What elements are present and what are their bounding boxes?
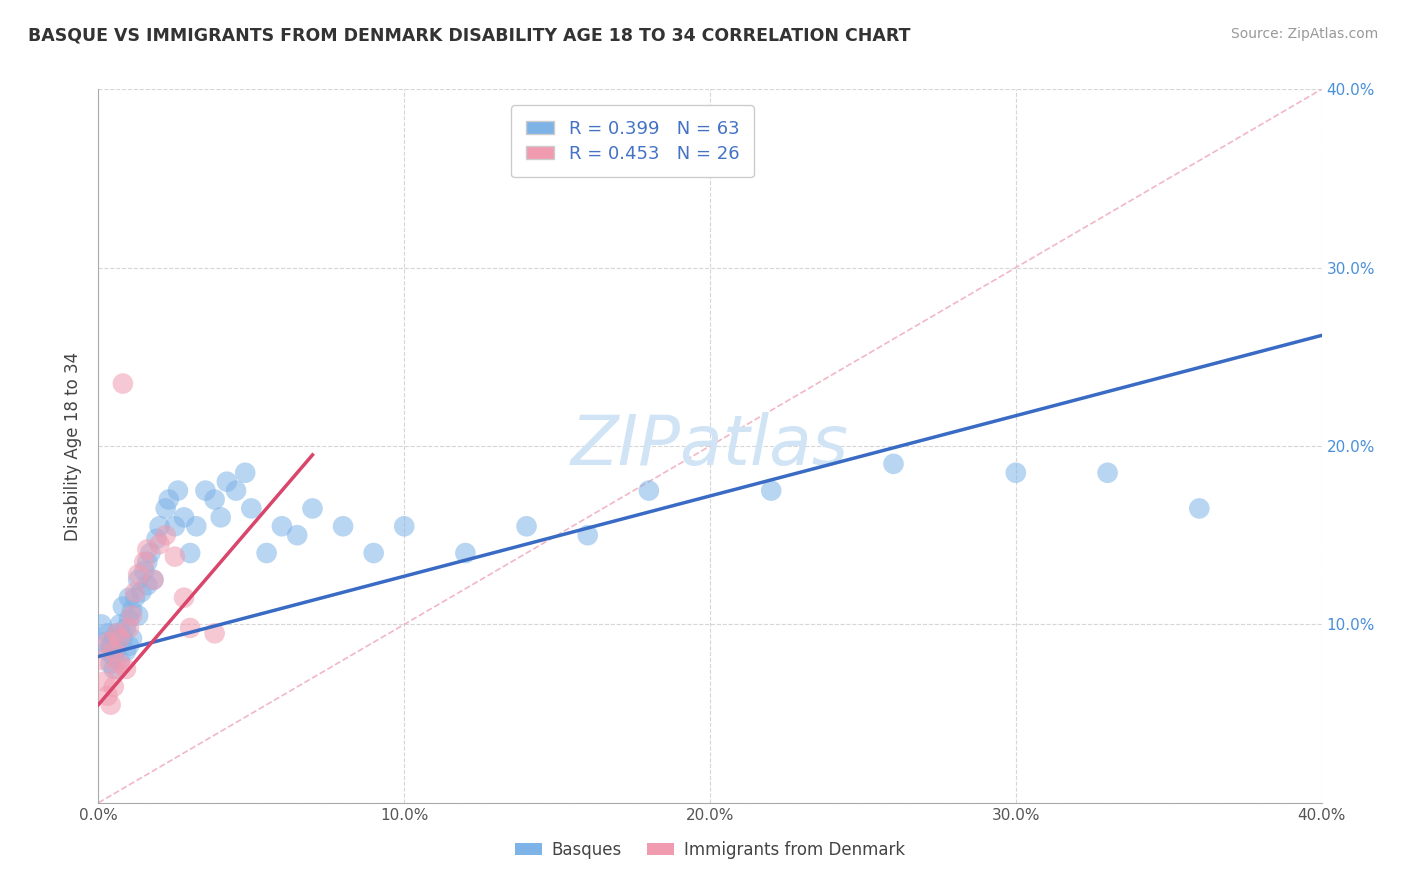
Point xyxy=(97,689,120,703)
Point xyxy=(516,519,538,533)
Point xyxy=(121,632,143,646)
Point xyxy=(270,519,292,533)
Point xyxy=(363,546,385,560)
Point xyxy=(142,573,165,587)
Point xyxy=(1097,466,1119,480)
Point xyxy=(332,519,354,533)
Point xyxy=(121,608,143,623)
Point xyxy=(118,639,141,653)
Text: Source: ZipAtlas.com: Source: ZipAtlas.com xyxy=(1230,27,1378,41)
Point xyxy=(111,630,134,644)
Point xyxy=(118,621,141,635)
Point xyxy=(97,644,120,658)
Point xyxy=(90,617,112,632)
Point xyxy=(215,475,238,489)
Point xyxy=(124,591,146,605)
Point xyxy=(149,537,172,551)
Point xyxy=(759,483,782,498)
Point xyxy=(155,501,177,516)
Point xyxy=(108,617,131,632)
Point xyxy=(136,555,159,569)
Point xyxy=(108,653,131,667)
Point xyxy=(118,612,141,626)
Point xyxy=(121,603,143,617)
Point xyxy=(115,644,138,658)
Point xyxy=(173,510,195,524)
Point xyxy=(285,528,308,542)
Point xyxy=(155,528,177,542)
Point xyxy=(100,639,122,653)
Point xyxy=(105,626,128,640)
Point xyxy=(103,644,125,658)
Point xyxy=(127,567,149,582)
Point xyxy=(111,376,134,391)
Point xyxy=(129,585,152,599)
Point xyxy=(134,555,156,569)
Point xyxy=(209,510,232,524)
Legend: Basques, Immigrants from Denmark: Basques, Immigrants from Denmark xyxy=(509,835,911,866)
Point xyxy=(108,657,131,671)
Point xyxy=(173,591,195,605)
Point xyxy=(576,528,599,542)
Point xyxy=(392,519,416,533)
Point xyxy=(105,626,128,640)
Point xyxy=(103,649,125,664)
Point xyxy=(100,657,122,671)
Point xyxy=(136,578,159,592)
Point xyxy=(145,532,167,546)
Point xyxy=(118,591,141,605)
Point xyxy=(157,492,180,507)
Point xyxy=(240,501,263,516)
Point xyxy=(97,635,120,649)
Point xyxy=(163,549,186,564)
Point xyxy=(1004,466,1026,480)
Point xyxy=(883,457,905,471)
Point xyxy=(93,635,115,649)
Point xyxy=(204,626,226,640)
Point xyxy=(111,599,134,614)
Point xyxy=(637,483,661,498)
Point xyxy=(90,653,112,667)
Point xyxy=(115,621,138,635)
Point xyxy=(454,546,477,560)
Point xyxy=(105,662,128,676)
Point xyxy=(139,546,162,560)
Point xyxy=(108,632,131,646)
Point xyxy=(136,542,159,557)
Point xyxy=(134,564,156,578)
Point xyxy=(100,698,122,712)
Text: ZIPatlas: ZIPatlas xyxy=(571,412,849,480)
Point xyxy=(127,573,149,587)
Point xyxy=(194,483,217,498)
Point xyxy=(103,680,125,694)
Point xyxy=(233,466,256,480)
Point xyxy=(105,640,128,655)
Point xyxy=(167,483,190,498)
Point xyxy=(256,546,278,560)
Point xyxy=(186,519,208,533)
Point xyxy=(179,546,201,560)
Point xyxy=(124,585,146,599)
Text: BASQUE VS IMMIGRANTS FROM DENMARK DISABILITY AGE 18 TO 34 CORRELATION CHART: BASQUE VS IMMIGRANTS FROM DENMARK DISABI… xyxy=(28,27,911,45)
Point xyxy=(142,573,165,587)
Point xyxy=(1188,501,1211,516)
Point xyxy=(97,626,120,640)
Point xyxy=(204,492,226,507)
Point xyxy=(103,632,125,646)
Point xyxy=(103,662,125,676)
Point xyxy=(127,608,149,623)
Point xyxy=(149,519,172,533)
Point xyxy=(93,674,115,689)
Point xyxy=(179,621,201,635)
Point xyxy=(301,501,323,516)
Point xyxy=(115,662,138,676)
Point xyxy=(163,519,186,533)
Point xyxy=(225,483,247,498)
Y-axis label: Disability Age 18 to 34: Disability Age 18 to 34 xyxy=(65,351,83,541)
